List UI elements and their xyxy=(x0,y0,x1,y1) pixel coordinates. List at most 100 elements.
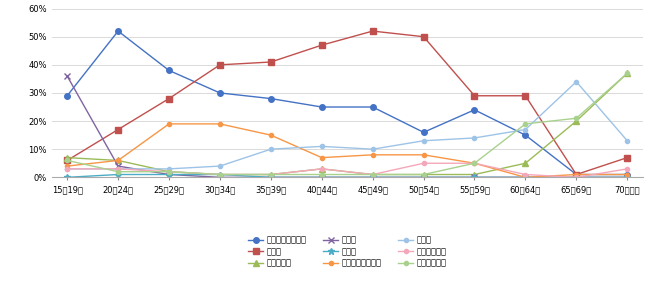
交通の利便性 xyxy=(318,167,326,170)
結婚・離婚・縁組 xyxy=(64,164,71,168)
住　宅 xyxy=(522,128,530,131)
転　勤 xyxy=(165,97,173,100)
就　学 xyxy=(64,74,71,78)
就　学 xyxy=(572,176,580,179)
生活の利便性 xyxy=(114,170,122,173)
住　宅 xyxy=(369,148,376,151)
住　宅 xyxy=(572,80,580,84)
生活の利便性 xyxy=(623,72,631,75)
就職・転職・転業 xyxy=(216,91,224,95)
結婚・離婚・縁組 xyxy=(522,176,530,179)
Legend: 就職・転職・転業, 転　勤, 退職・廃業, 就　学, 卒　業, 結婚・離婚・縁組, 住　宅, 交通の利便性, 生活の利便性: 就職・転職・転業, 転 勤, 退職・廃業, 就 学, 卒 業, 結婚・離婚・縁組… xyxy=(248,235,447,267)
退職・廃業 xyxy=(114,159,122,162)
交通の利便性 xyxy=(420,162,428,165)
Line: 卒　業: 卒 業 xyxy=(64,171,631,181)
就　学 xyxy=(318,176,326,179)
退職・廃業 xyxy=(318,167,326,170)
就職・転職・転業 xyxy=(572,173,580,176)
退職・廃業 xyxy=(572,119,580,123)
結婚・離婚・縁組 xyxy=(165,122,173,126)
就職・転職・転業 xyxy=(420,131,428,134)
住　宅 xyxy=(471,136,478,140)
住　宅 xyxy=(267,148,275,151)
就　学 xyxy=(471,176,478,179)
就職・転職・転業 xyxy=(471,108,478,112)
生活の利便性 xyxy=(318,173,326,176)
就　学 xyxy=(420,176,428,179)
住　宅 xyxy=(114,167,122,170)
卒　業 xyxy=(165,173,173,176)
結婚・離婚・縁組 xyxy=(369,153,376,156)
交通の利便性 xyxy=(572,176,580,179)
就職・転職・転業 xyxy=(369,105,376,109)
退職・廃業 xyxy=(522,162,530,165)
結婚・離婚・縁組 xyxy=(471,162,478,165)
卒　業 xyxy=(522,176,530,179)
Line: 就　学: 就 学 xyxy=(64,73,631,181)
就職・転職・転業 xyxy=(522,133,530,137)
転　勤 xyxy=(420,35,428,38)
生活の利便性 xyxy=(471,162,478,165)
就　学 xyxy=(623,176,631,179)
転　勤 xyxy=(216,63,224,67)
Line: 生活の利便性: 生活の利便性 xyxy=(65,71,630,176)
生活の利便性 xyxy=(165,170,173,173)
交通の利便性 xyxy=(114,167,122,170)
結婚・離婚・縁組 xyxy=(572,173,580,176)
卒　業 xyxy=(369,176,376,179)
就　学 xyxy=(267,176,275,179)
結婚・離婚・縁組 xyxy=(267,133,275,137)
生活の利便性 xyxy=(522,122,530,126)
住　宅 xyxy=(318,145,326,148)
退職・廃業 xyxy=(267,173,275,176)
就　学 xyxy=(165,173,173,176)
卒　業 xyxy=(64,176,71,179)
転　勤 xyxy=(572,173,580,176)
退職・廃業 xyxy=(369,173,376,176)
Line: 結婚・離婚・縁組: 結婚・離婚・縁組 xyxy=(65,122,630,179)
住　宅 xyxy=(64,167,71,170)
就　学 xyxy=(522,176,530,179)
転　勤 xyxy=(114,128,122,131)
転　勤 xyxy=(471,94,478,98)
生活の利便性 xyxy=(572,117,580,120)
就職・転職・転業 xyxy=(114,29,122,33)
就　学 xyxy=(114,164,122,168)
卒　業 xyxy=(267,176,275,179)
就職・転職・転業 xyxy=(318,105,326,109)
退職・廃業 xyxy=(165,170,173,173)
生活の利便性 xyxy=(216,173,224,176)
卒　業 xyxy=(216,173,224,176)
退職・廃業 xyxy=(216,173,224,176)
就職・転職・転業 xyxy=(64,94,71,98)
転　勤 xyxy=(267,60,275,64)
就　学 xyxy=(369,176,376,179)
結婚・離婚・縁組 xyxy=(318,156,326,159)
Line: 転　勤: 転 勤 xyxy=(64,28,630,177)
卒　業 xyxy=(572,176,580,179)
交通の利便性 xyxy=(369,173,376,176)
転　勤 xyxy=(623,156,631,159)
卒　業 xyxy=(318,176,326,179)
結婚・離婚・縁組 xyxy=(623,173,631,176)
交通の利便性 xyxy=(64,167,71,170)
交通の利便性 xyxy=(267,173,275,176)
退職・廃業 xyxy=(420,173,428,176)
結婚・離婚・縁組 xyxy=(114,159,122,162)
卒　業 xyxy=(623,176,631,179)
交通の利便性 xyxy=(471,162,478,165)
転　勤 xyxy=(64,159,71,162)
退職・廃業 xyxy=(623,72,631,75)
生活の利便性 xyxy=(420,173,428,176)
転　勤 xyxy=(369,29,376,33)
結婚・離婚・縁組 xyxy=(216,122,224,126)
結婚・離婚・縁組 xyxy=(420,153,428,156)
住　宅 xyxy=(165,167,173,170)
交通の利便性 xyxy=(623,167,631,170)
就職・転職・転業 xyxy=(623,173,631,176)
就　学 xyxy=(216,176,224,179)
卒　業 xyxy=(114,173,122,176)
退職・廃業 xyxy=(471,173,478,176)
交通の利便性 xyxy=(165,170,173,173)
生活の利便性 xyxy=(369,173,376,176)
